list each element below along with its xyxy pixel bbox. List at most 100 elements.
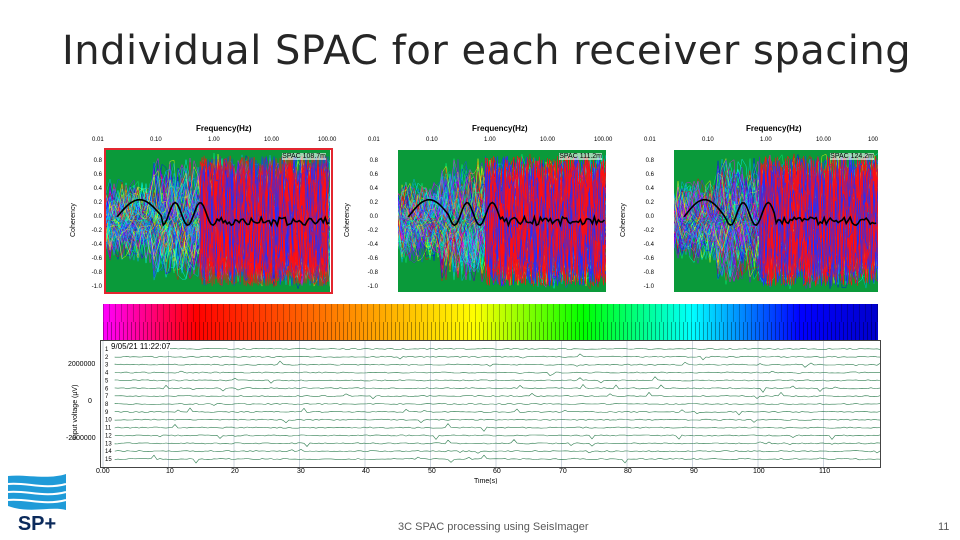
spac-plot-area[interactable]: SPAC 124.2m	[674, 150, 878, 292]
x-axis-label: Time(s)	[474, 478, 498, 484]
spac-plot-area[interactable]: SPAC 108.7m	[106, 150, 330, 292]
x-tick: 0.10	[150, 137, 162, 143]
channel-trace	[114, 376, 880, 384]
y-tick: -1.0	[367, 284, 378, 290]
x-tick: 50	[428, 468, 436, 475]
spac-panel-2[interactable]: Frequency(Hz) 0.01 0.10 1.00 10.00 100.0…	[342, 122, 614, 300]
slide-footer: 3C SPAC processing using SeisImager	[398, 521, 589, 533]
channel-trace	[114, 449, 880, 454]
y-axis-label: Input voltage (µV)	[72, 384, 79, 440]
y-tick: 0.4	[369, 186, 378, 192]
x-tick: 80	[624, 468, 632, 475]
channel-number: 6	[105, 386, 109, 392]
receiver-pair-color-bar[interactable]	[103, 322, 878, 340]
x-tick: 0.00	[96, 468, 110, 475]
x-tick: 100.00	[594, 137, 613, 143]
channel-number: 2	[105, 355, 109, 361]
y-tick: 0.2	[645, 200, 654, 206]
x-axis-label: Frequency(Hz)	[196, 124, 252, 133]
x-tick: 1.00	[208, 137, 220, 143]
y-tick: -0.8	[643, 270, 654, 276]
receiver-pair-color-bar[interactable]	[103, 304, 878, 322]
y-tick: 0.6	[93, 172, 102, 178]
x-tick: 0.01	[644, 137, 656, 143]
x-tick: 0.01	[92, 137, 104, 143]
channel-number: 8	[105, 402, 109, 408]
channel-trace	[114, 347, 880, 350]
x-tick: 10.00	[540, 137, 556, 143]
channel-trace	[114, 353, 880, 361]
y-tick: 0.6	[645, 172, 654, 178]
average-coherency-curve	[683, 198, 877, 227]
x-tick: 0.10	[702, 137, 714, 143]
channel-trace	[114, 360, 880, 368]
x-tick: 100	[753, 468, 765, 475]
y-tick: 0	[88, 398, 92, 405]
x-tick: 90	[690, 468, 698, 475]
y-tick: 0.6	[369, 172, 378, 178]
spac-panel-3[interactable]: Frequency(Hz) 0.01 0.10 1.00 10.00 100 C…	[616, 122, 882, 300]
y-tick: -0.4	[643, 242, 654, 248]
spac-curves	[674, 152, 878, 289]
spac-spacing-label: SPAC 108.7m	[282, 153, 326, 160]
channel-number: 4	[105, 371, 109, 377]
spac-curves	[106, 153, 330, 290]
page-number: 11	[938, 521, 950, 533]
channel-trace	[114, 403, 880, 406]
channel-trace	[114, 370, 880, 376]
y-tick: -1.0	[643, 284, 654, 290]
channel-trace	[114, 434, 880, 440]
spac-spacing-label: SPAC 111.2m	[559, 153, 602, 160]
y-tick: 0.0	[93, 214, 102, 220]
channel-number: 7	[105, 394, 109, 400]
y-tick: -0.4	[91, 242, 102, 248]
x-tick: 20	[231, 468, 239, 475]
x-tick: 10.00	[816, 137, 832, 143]
record-timestamp: 9/05/21 11:22:07	[111, 342, 171, 351]
y-axis-label: Coherency	[70, 203, 77, 237]
channel-trace	[114, 423, 880, 432]
x-tick: 70	[559, 468, 567, 475]
channel-trace	[114, 418, 880, 424]
y-tick: 0.8	[93, 158, 102, 164]
spac-panel-1[interactable]: Frequency(Hz) 0.01 0.10 1.00 10.00 100.0…	[68, 122, 338, 300]
y-tick: -0.6	[643, 256, 654, 262]
channel-trace	[114, 391, 880, 400]
slide-title: Individual SPAC for each receiver spacin…	[62, 28, 912, 74]
y-tick: -0.6	[91, 256, 102, 262]
x-tick: 110	[819, 468, 831, 475]
channel-number: 12	[105, 433, 112, 439]
y-tick: -0.2	[91, 228, 102, 234]
channel-number: 10	[105, 418, 112, 424]
selected-panel-highlight	[104, 148, 333, 294]
channel-number: 9	[105, 410, 109, 416]
y-tick: 0.2	[93, 200, 102, 206]
x-tick: 1.00	[760, 137, 772, 143]
waveform-panel[interactable]: 1 2 3 4 5 6 7 8 9 10 11 12 13 14 15 9/05/21 11:22:07	[100, 340, 881, 468]
channel-number: 15	[105, 457, 112, 463]
channel-number: 1	[105, 347, 109, 353]
sp-plus-logo: SP+	[4, 470, 70, 536]
y-tick: 0.4	[93, 186, 102, 192]
y-tick: -0.4	[367, 242, 378, 248]
spac-plot-area[interactable]: SPAC 111.2m	[398, 150, 606, 292]
channel-number: 11	[105, 426, 112, 432]
y-tick: -0.6	[367, 256, 378, 262]
average-coherency-curve	[116, 198, 330, 228]
x-tick: 100	[868, 137, 879, 143]
y-axis-label: Coherency	[344, 203, 351, 237]
channel-trace	[114, 384, 880, 393]
y-tick: -0.2	[643, 228, 654, 234]
x-tick: 0.01	[368, 137, 380, 143]
x-axis-label: Frequency(Hz)	[746, 124, 802, 133]
y-tick: -0.8	[367, 270, 378, 276]
channel-number: 14	[105, 449, 112, 455]
y-tick: 0.8	[369, 158, 378, 164]
spac-spacing-label: SPAC 124.2m	[830, 153, 874, 160]
x-axis-label: Frequency(Hz)	[472, 124, 528, 133]
y-axis-label: Coherency	[620, 203, 627, 237]
x-tick: 100.00	[318, 137, 337, 143]
y-tick: -0.2	[367, 228, 378, 234]
x-tick: 60	[493, 468, 501, 475]
